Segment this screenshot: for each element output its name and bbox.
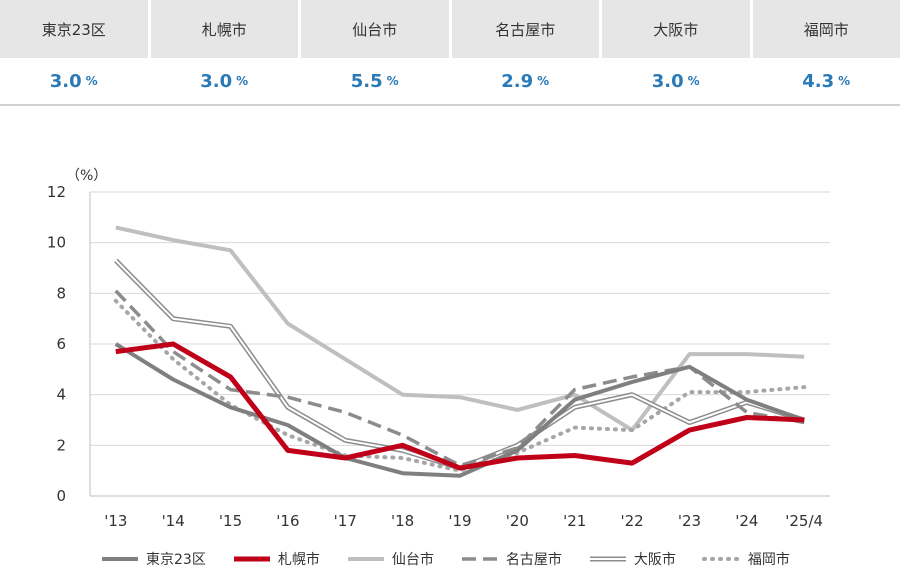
summary-value-unit: % xyxy=(386,74,399,88)
y-tick-label: 8 xyxy=(56,284,66,302)
y-tick-label: 0 xyxy=(56,487,66,505)
summary-cell-sendai: 仙台市 5.5% xyxy=(301,0,449,104)
y-tick-label: 10 xyxy=(47,234,66,252)
summary-cell-fukuoka: 福岡市 4.3% xyxy=(752,0,900,104)
summary-value-number: 3.0 xyxy=(49,70,82,92)
summary-value: 3.0% xyxy=(0,58,148,104)
y-tick-label: 4 xyxy=(56,386,66,404)
summary-value-unit: % xyxy=(85,74,98,88)
legend-label: 名古屋市 xyxy=(505,552,562,568)
summary-city-label: 東京23区 xyxy=(0,0,148,58)
x-tick-label: '24 xyxy=(735,512,758,530)
legend-label: 仙台市 xyxy=(391,552,434,568)
summary-value-unit: % xyxy=(687,74,700,88)
x-tick-label: '16 xyxy=(276,512,299,530)
y-tick-label: 2 xyxy=(56,436,66,454)
summary-value: 4.3% xyxy=(752,58,900,104)
legend-item: 福岡市 xyxy=(701,549,790,569)
legend-swatch xyxy=(701,557,742,561)
legend-swatch xyxy=(102,557,138,561)
y-tick-label: 6 xyxy=(56,335,66,353)
x-tick-label: '20 xyxy=(506,512,529,530)
summary-value: 2.9% xyxy=(451,58,599,104)
series-line-4-inner xyxy=(115,259,805,470)
legend-swatch xyxy=(589,556,626,562)
summary-city-label: 福岡市 xyxy=(752,0,900,58)
legend-label: 大阪市 xyxy=(633,552,676,568)
x-tick-label: '15 xyxy=(219,512,242,530)
x-tick-label: '21 xyxy=(563,512,586,530)
legend-item: 札幌市 xyxy=(232,549,320,569)
summary-value-unit: % xyxy=(537,74,550,88)
summary-value-number: 2.9 xyxy=(501,70,534,92)
legend-swatch xyxy=(461,557,498,561)
legend-label: 福岡市 xyxy=(747,552,790,568)
series-line-1 xyxy=(115,341,805,471)
legend-label: 東京23区 xyxy=(146,552,206,568)
summary-cell-tokyo: 東京23区 3.0% xyxy=(0,0,148,104)
series-line-3 xyxy=(114,289,805,468)
x-tick-label: '13 xyxy=(104,512,127,530)
summary-value-unit: % xyxy=(236,74,249,88)
summary-value: 3.0% xyxy=(150,58,298,104)
line-chart: 0 2 4 6 8 10 12（%） '13 '14 '15 '16 '17 '18 '19 '20 '21 '… xyxy=(47,168,830,530)
summary-cell-sapporo: 札幌市 3.0% xyxy=(150,0,298,104)
legend-swatch xyxy=(233,556,270,562)
legend-item: 名古屋市 xyxy=(460,549,562,569)
series-line-5 xyxy=(113,298,807,473)
series-line-2 xyxy=(115,225,805,433)
x-tick-label: '18 xyxy=(391,512,414,530)
series-line-0 xyxy=(114,342,805,478)
legend-label: 札幌市 xyxy=(277,552,320,568)
summary-value-number: 3.0 xyxy=(200,70,233,92)
summary-city-label: 札幌市 xyxy=(150,0,298,58)
summary-table: 東京23区 3.0% 札幌市 3.0% 仙台市 5.5% 名古屋市 2.9% 大… xyxy=(0,0,900,106)
x-tick-label: '23 xyxy=(678,512,701,530)
summary-value-number: 5.5 xyxy=(350,70,383,92)
y-tick-label: 12 xyxy=(47,183,66,201)
summary-city-label: 大阪市 xyxy=(602,0,750,58)
legend-item: 仙台市 xyxy=(346,549,434,569)
summary-value: 5.5% xyxy=(301,58,449,104)
x-tick-label: '19 xyxy=(448,512,471,530)
x-tick-label: '25/4 xyxy=(785,512,823,530)
summary-city-label: 名古屋市 xyxy=(451,0,599,58)
summary-cell-nagoya: 名古屋市 2.9% xyxy=(451,0,599,104)
summary-value: 3.0% xyxy=(602,58,750,104)
summary-cell-osaka: 大阪市 3.0% xyxy=(602,0,750,104)
x-tick-label: '14 xyxy=(162,512,185,530)
chart-legend: 東京23区 札幌市 仙台市 名古屋市 大阪市 福岡市 xyxy=(100,548,880,570)
summary-value-unit: % xyxy=(838,74,851,88)
x-tick-label: '17 xyxy=(334,512,357,530)
y-unit-label: （%） xyxy=(66,168,107,184)
summary-city-label: 仙台市 xyxy=(301,0,449,58)
legend-item: 東京23区 xyxy=(100,549,206,569)
summary-value-number: 4.3 xyxy=(802,70,835,92)
legend-swatch xyxy=(347,557,384,561)
series-line-4 xyxy=(114,258,805,471)
x-tick-label: '22 xyxy=(620,512,643,530)
legend-item: 大阪市 xyxy=(588,549,676,569)
summary-value-number: 3.0 xyxy=(651,70,684,92)
